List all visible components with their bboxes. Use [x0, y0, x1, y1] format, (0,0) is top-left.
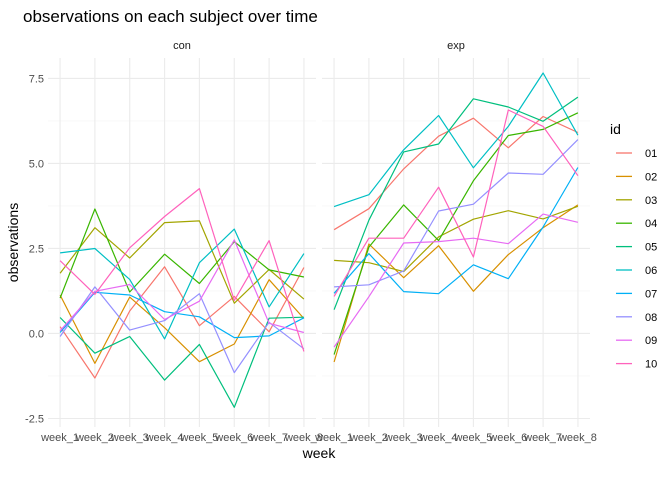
x-tick-label: week_7 — [523, 432, 562, 444]
series-line-exp-01 — [333, 115, 579, 231]
chart-title: observations on each subject over time — [23, 7, 318, 26]
series-line-exp-03 — [334, 205, 579, 273]
legend-label: 02 — [645, 171, 657, 183]
x-tick-label: week_8 — [284, 432, 323, 444]
panel-strip-label: con — [173, 40, 191, 52]
legend-item-06: 06 — [616, 265, 657, 277]
series-line-exp-04 — [333, 112, 579, 355]
x-tick-label: week_5 — [179, 432, 218, 444]
legend-label: 09 — [645, 335, 657, 347]
panel-exp: expweek_1week_2week_3week_4week_5week_6w… — [314, 40, 597, 444]
x-tick-label: week_1 — [314, 432, 353, 444]
series-line-exp-06 — [333, 72, 579, 208]
x-tick-label: week_4 — [419, 432, 458, 444]
x-tick-label: week_3 — [110, 432, 149, 444]
legend-label: 05 — [645, 242, 657, 254]
x-tick-label: week_4 — [145, 432, 184, 444]
x-tick-label: week_6 — [214, 432, 253, 444]
panel-strip-label: exp — [447, 40, 465, 52]
x-axis-title: week — [302, 445, 337, 461]
legend: id 01 02 03 04 05 06 07 08 09 10 — [610, 121, 657, 371]
series-line-con-10 — [59, 188, 305, 352]
x-tick-label: week_1 — [40, 432, 79, 444]
x-tick-label: week_8 — [558, 432, 597, 444]
panel-con: conweek_1week_2week_3week_4week_5week_6w… — [40, 40, 323, 444]
legend-label: 04 — [645, 218, 657, 230]
legend-item-08: 08 — [616, 312, 657, 324]
y-tick-label: 2.5 — [29, 243, 44, 255]
series-line-exp-08 — [334, 139, 579, 288]
series-line-con-08 — [59, 286, 305, 374]
legend-label: 06 — [645, 265, 657, 277]
x-tick-label: week_7 — [249, 432, 288, 444]
legend-label: 10 — [645, 359, 657, 371]
legend-label: 08 — [645, 312, 657, 324]
series-line-con-02 — [59, 279, 305, 364]
legend-item-10: 10 — [616, 359, 657, 371]
series-line-exp-02 — [333, 204, 579, 363]
y-axis-title: observations — [5, 203, 21, 282]
legend-item-07: 07 — [616, 288, 657, 300]
x-tick-label: week_5 — [453, 432, 492, 444]
series-line-con-07 — [59, 291, 305, 339]
legend-item-01: 01 — [616, 148, 657, 160]
y-tick-label: 5.0 — [29, 158, 44, 170]
series-line-con-04 — [59, 208, 305, 299]
legend-item-09: 09 — [616, 335, 657, 347]
legend-item-02: 02 — [616, 171, 657, 183]
x-tick-label: week_6 — [488, 432, 527, 444]
y-tick-label: -2.5 — [25, 413, 44, 425]
x-tick-label: week_2 — [349, 432, 388, 444]
legend-label: 03 — [645, 195, 657, 207]
legend-item-05: 05 — [616, 242, 657, 254]
series-line-exp-10 — [333, 109, 579, 297]
series-line-con-05 — [59, 316, 304, 408]
legend-item-04: 04 — [616, 218, 657, 230]
y-tick-label: 0.0 — [29, 328, 44, 340]
legend-label: 01 — [645, 148, 657, 160]
x-tick-label: week_2 — [75, 432, 114, 444]
series-line-exp-07 — [333, 167, 579, 295]
series-line-con-06 — [60, 228, 305, 340]
series-line-con-03 — [59, 220, 305, 304]
series-line-exp-09 — [333, 213, 579, 348]
series-line-exp-05 — [333, 96, 579, 310]
chart-panels: conweek_1week_2week_3week_4week_5week_6w… — [40, 40, 597, 444]
legend-item-03: 03 — [616, 195, 657, 207]
legend-title: id — [610, 121, 621, 137]
y-axis-tick-labels: -2.5 0.0 2.5 5.0 7.5 — [25, 73, 44, 425]
legend-label: 07 — [645, 288, 657, 300]
series-line-con-09 — [59, 239, 305, 334]
x-tick-label: week_3 — [384, 432, 423, 444]
series-line-con-01 — [59, 266, 305, 379]
y-tick-label: 7.5 — [29, 73, 44, 85]
